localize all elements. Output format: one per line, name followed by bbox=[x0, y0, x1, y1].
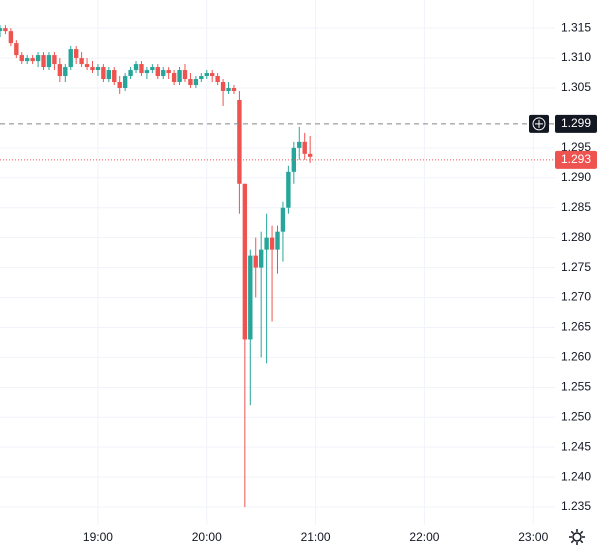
candle-body bbox=[166, 70, 171, 74]
y-tick-label: 1.275 bbox=[561, 260, 591, 274]
y-tick-label: 1.305 bbox=[561, 80, 591, 94]
candle-body bbox=[204, 73, 209, 77]
candle-body bbox=[117, 82, 122, 88]
candle-body bbox=[226, 87, 231, 91]
y-tick-label: 1.280 bbox=[561, 230, 591, 244]
candle-body bbox=[112, 70, 117, 83]
grid bbox=[0, 0, 555, 525]
candle-body bbox=[291, 147, 297, 172]
x-tick-label: 19:00 bbox=[83, 530, 113, 544]
y-tick-label: 1.240 bbox=[561, 469, 591, 483]
candle-body bbox=[0, 28, 3, 32]
candle-body bbox=[210, 73, 215, 77]
candle-body bbox=[128, 70, 133, 77]
candle-body bbox=[79, 58, 84, 65]
candle-body bbox=[161, 70, 166, 77]
candle-body bbox=[182, 70, 188, 80]
candle-body bbox=[30, 58, 35, 62]
price-label-box bbox=[555, 150, 597, 169]
candles bbox=[0, 25, 313, 508]
candle-body bbox=[242, 183, 248, 340]
candle-body bbox=[35, 55, 41, 62]
axes: 1.315 1.310 1.305 1.295 1.290 1.285 1.280 1.275… bbox=[0, 20, 597, 544]
candle-body bbox=[101, 67, 106, 80]
candle-body bbox=[68, 49, 73, 68]
candle-body bbox=[248, 255, 253, 340]
x-tick-label: 20:00 bbox=[192, 530, 222, 544]
candle-body bbox=[8, 31, 14, 44]
candle-body bbox=[25, 58, 30, 62]
y-tick-label: 1.265 bbox=[561, 320, 591, 334]
y-tick-label: 1.290 bbox=[561, 170, 591, 184]
candle-body bbox=[133, 64, 139, 71]
add-icon bbox=[535, 119, 543, 128]
y-tick-label: 1.315 bbox=[561, 20, 591, 34]
candle-body bbox=[3, 28, 8, 32]
price-label: 1.299 bbox=[561, 116, 591, 130]
candle-body bbox=[269, 237, 275, 250]
candle-body bbox=[84, 64, 90, 68]
candle-body bbox=[275, 231, 280, 250]
candle-body bbox=[193, 79, 199, 86]
candle-body bbox=[150, 67, 155, 71]
candle-body bbox=[139, 64, 144, 74]
x-tick-label: 22:00 bbox=[409, 530, 439, 544]
y-tick-label: 1.295 bbox=[561, 140, 591, 154]
candle-body bbox=[307, 153, 313, 157]
candle-body bbox=[220, 82, 226, 91]
candle-body bbox=[264, 237, 269, 250]
y-tick-label: 1.270 bbox=[561, 290, 591, 304]
y-tick-label: 1.285 bbox=[561, 200, 591, 214]
candle-body bbox=[237, 99, 242, 184]
candle-body bbox=[90, 67, 95, 71]
candle-body bbox=[19, 55, 24, 62]
x-tick-label: 21:00 bbox=[301, 530, 331, 544]
candle-body bbox=[297, 141, 302, 148]
candle-body bbox=[280, 207, 286, 232]
candle-body bbox=[41, 55, 46, 68]
candle-body bbox=[14, 43, 19, 56]
candle-body bbox=[177, 70, 182, 83]
candle-body bbox=[144, 70, 150, 74]
y-tick-label: 1.245 bbox=[561, 439, 591, 453]
candle-body bbox=[106, 70, 112, 80]
y-tick-label: 1.310 bbox=[561, 50, 591, 64]
candle-body bbox=[63, 67, 68, 77]
candle-body bbox=[188, 79, 193, 86]
candle-body bbox=[231, 87, 237, 91]
candle-body bbox=[199, 76, 204, 80]
candle-body bbox=[52, 55, 57, 65]
y-tick-label: 1.235 bbox=[561, 499, 591, 513]
price-label: 1.293 bbox=[561, 152, 591, 166]
add-button[interactable] bbox=[532, 117, 546, 131]
x-tick-label: 23:00 bbox=[518, 530, 548, 544]
settings-icon[interactable] bbox=[569, 529, 585, 545]
y-tick-label: 1.250 bbox=[561, 409, 591, 423]
candle-body bbox=[215, 76, 220, 83]
candle-body bbox=[95, 67, 101, 71]
candle-body bbox=[286, 171, 291, 208]
candle-body bbox=[171, 73, 177, 83]
candle-body bbox=[253, 255, 258, 268]
y-tick-label: 1.260 bbox=[561, 350, 591, 364]
candle-body bbox=[155, 67, 160, 77]
candle-body bbox=[302, 141, 307, 154]
candle-body bbox=[258, 249, 264, 268]
candle-body bbox=[46, 55, 52, 68]
candle-body bbox=[73, 49, 79, 59]
candle-body bbox=[122, 76, 128, 88]
candle-body bbox=[57, 64, 63, 77]
price-label-box bbox=[555, 114, 597, 133]
y-tick-label: 1.255 bbox=[561, 379, 591, 393]
